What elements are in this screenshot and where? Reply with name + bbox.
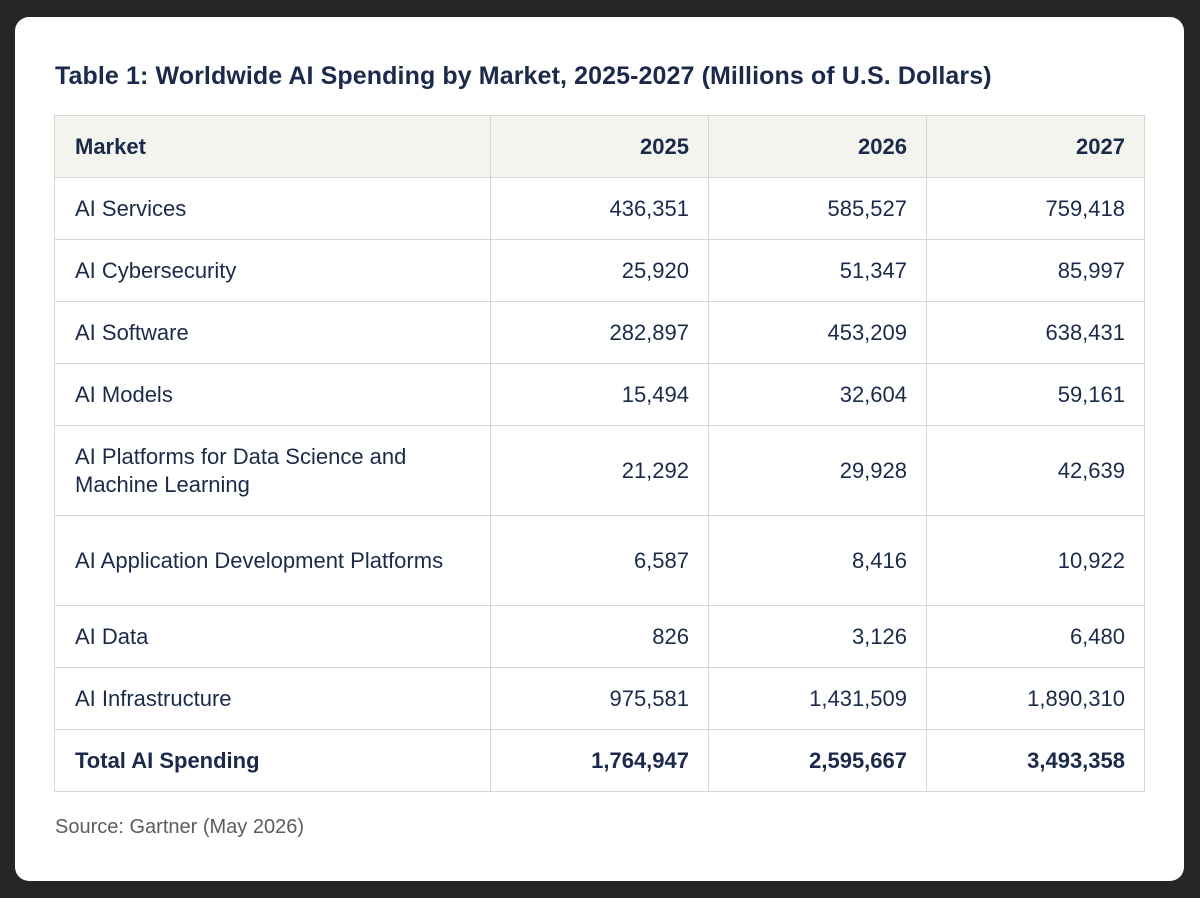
value-2027-cell: 85,997 [926, 239, 1145, 302]
value-2025-cell: 282,897 [490, 301, 709, 364]
column-header-market: Market [54, 115, 491, 178]
value-2027-cell: 6,480 [926, 605, 1145, 668]
value-2026-cell: 453,209 [708, 301, 927, 364]
table-row: AI Models 15,494 32,604 59,161 [54, 363, 1145, 426]
value-2026-cell: 29,928 [708, 425, 927, 516]
value-2027-cell: 759,418 [926, 177, 1145, 240]
value-2027-cell: 638,431 [926, 301, 1145, 364]
value-2027-cell: 10,922 [926, 515, 1145, 606]
market-cell: AI Models [54, 363, 491, 426]
value-2025-cell: 826 [490, 605, 709, 668]
table-header-row: Market 2025 2026 2027 [54, 115, 1145, 178]
value-2025-cell: 21,292 [490, 425, 709, 516]
market-cell: AI Software [54, 301, 491, 364]
value-2026-cell: 1,431,509 [708, 667, 927, 730]
market-cell: AI Data [54, 605, 491, 668]
total-2027-cell: 3,493,358 [926, 729, 1145, 792]
spending-table: Market 2025 2026 2027 AI Services 436,35… [54, 115, 1145, 792]
value-2026-cell: 32,604 [708, 363, 927, 426]
value-2026-cell: 51,347 [708, 239, 927, 302]
value-2025-cell: 975,581 [490, 667, 709, 730]
value-2025-cell: 6,587 [490, 515, 709, 606]
value-2027-cell: 59,161 [926, 363, 1145, 426]
column-header-2027: 2027 [926, 115, 1145, 178]
table-row: AI Infrastructure 975,581 1,431,509 1,89… [54, 667, 1145, 730]
column-header-2026: 2026 [708, 115, 927, 178]
total-label-cell: Total AI Spending [54, 729, 491, 792]
table-title: Table 1: Worldwide AI Spending by Market… [55, 62, 992, 90]
table-card: Table 1: Worldwide AI Spending by Market… [15, 17, 1184, 881]
table-row: AI Data 826 3,126 6,480 [54, 605, 1145, 668]
table-row: AI Services 436,351 585,527 759,418 [54, 177, 1145, 240]
market-cell: AI Application Development Platforms [54, 515, 491, 606]
table-row: AI Software 282,897 453,209 638,431 [54, 301, 1145, 364]
column-header-2025: 2025 [490, 115, 709, 178]
value-2027-cell: 42,639 [926, 425, 1145, 516]
value-2026-cell: 8,416 [708, 515, 927, 606]
market-cell: AI Platforms for Data Science and Machin… [54, 425, 491, 516]
table-row: AI Application Development Platforms 6,5… [54, 515, 1145, 606]
total-row: Total AI Spending 1,764,947 2,595,667 3,… [54, 729, 1145, 792]
market-cell: AI Infrastructure [54, 667, 491, 730]
value-2025-cell: 15,494 [490, 363, 709, 426]
total-2026-cell: 2,595,667 [708, 729, 927, 792]
value-2025-cell: 436,351 [490, 177, 709, 240]
table-row: AI Platforms for Data Science and Machin… [54, 425, 1145, 516]
value-2027-cell: 1,890,310 [926, 667, 1145, 730]
value-2026-cell: 585,527 [708, 177, 927, 240]
value-2025-cell: 25,920 [490, 239, 709, 302]
source-note: Source: Gartner (May 2026) [55, 816, 304, 838]
market-cell: AI Cybersecurity [54, 239, 491, 302]
value-2026-cell: 3,126 [708, 605, 927, 668]
table-row: AI Cybersecurity 25,920 51,347 85,997 [54, 239, 1145, 302]
market-cell: AI Services [54, 177, 491, 240]
total-2025-cell: 1,764,947 [490, 729, 709, 792]
